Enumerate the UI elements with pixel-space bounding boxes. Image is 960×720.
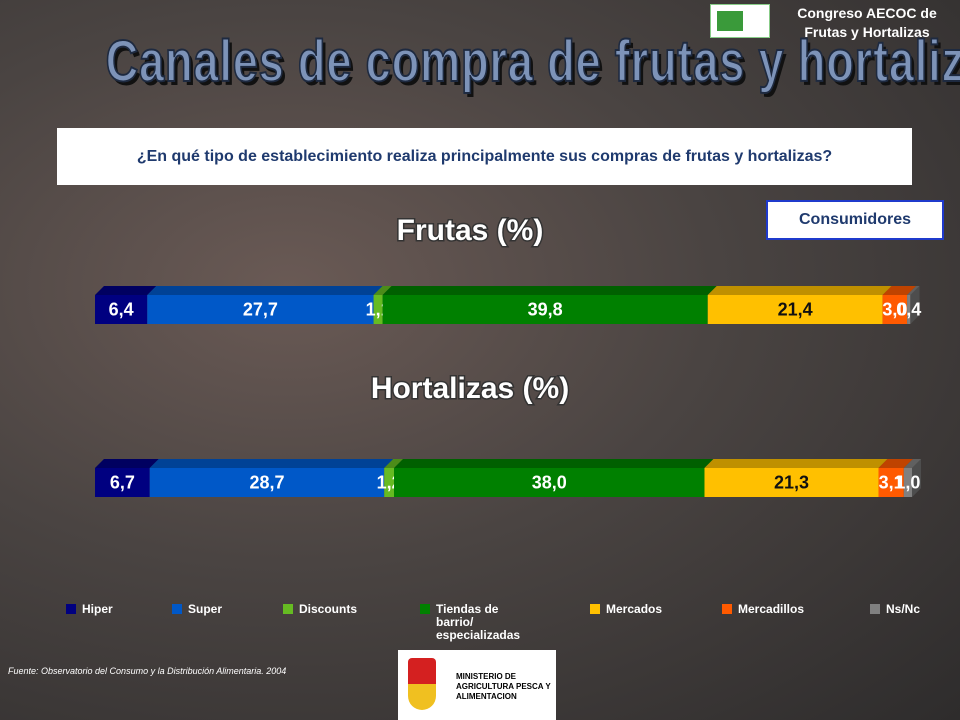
value-label: 3,0 xyxy=(882,299,907,319)
bar-top xyxy=(878,459,913,468)
bar xyxy=(95,468,150,497)
bar-top-shade xyxy=(373,286,392,295)
ministry-name: MINISTERIO DE AGRICULTURA PESCA Y ALIMEN… xyxy=(456,672,551,701)
bar-top xyxy=(882,286,917,295)
bar xyxy=(95,295,148,324)
bar xyxy=(704,468,879,497)
value-label: 39,8 xyxy=(528,299,563,319)
legend-swatch xyxy=(283,604,293,614)
bar-top-shade xyxy=(907,286,920,295)
bar-top xyxy=(149,459,394,468)
bar-top-shade xyxy=(878,459,913,468)
legend-item: Tiendas de barrio/ especializadas xyxy=(420,603,550,642)
value-label: 6,7 xyxy=(110,472,135,492)
value-label: 38,0 xyxy=(532,472,567,492)
bar xyxy=(903,468,912,497)
legend-item: Super xyxy=(172,603,262,616)
category-label: Frutas (%) xyxy=(397,214,544,247)
bar xyxy=(373,295,383,324)
legend-swatch xyxy=(66,604,76,614)
bar-top xyxy=(147,286,383,295)
badge: Consumidores xyxy=(766,200,944,240)
value-label: 21,3 xyxy=(774,472,809,492)
value-label: 28,7 xyxy=(249,472,284,492)
legend-label: Tiendas de barrio/ especializadas xyxy=(436,602,521,642)
legend-label: Ns/Nc xyxy=(886,602,921,616)
bar-side-shade xyxy=(910,286,920,324)
legend-item: Hiper xyxy=(66,603,156,616)
bar-top xyxy=(394,459,714,468)
bar-top-shade xyxy=(384,459,404,468)
header: Congreso AECOC de Frutas y Hortalizas xyxy=(797,5,937,40)
bar xyxy=(149,468,385,497)
bar xyxy=(878,468,904,497)
legend-label: Mercadillos xyxy=(738,602,805,616)
bar-top xyxy=(95,459,159,468)
bar-top-shade xyxy=(394,459,714,468)
legend-item: Mercadillos xyxy=(722,603,812,616)
bar-top xyxy=(384,459,404,468)
slide-title: Canales de compra de frutas y hortalizas… xyxy=(105,28,960,95)
bar xyxy=(382,295,708,324)
bar-top xyxy=(373,286,392,295)
legend-swatch xyxy=(590,604,600,614)
value-label: 27,7 xyxy=(243,299,278,319)
bar-top-shade xyxy=(704,459,888,468)
bar-side xyxy=(910,286,920,324)
bar xyxy=(384,468,395,497)
value-label: 3,1 xyxy=(879,472,904,492)
bar-top-shade xyxy=(95,286,157,295)
bar-side xyxy=(912,459,921,497)
value-label: 0,4 xyxy=(896,299,921,319)
legend-item: Ns/Nc xyxy=(870,603,960,616)
legend-label: Super xyxy=(188,602,223,616)
legend-label: Mercados xyxy=(606,602,663,616)
source: Fuente: Observatorio del Consumo y la Di… xyxy=(8,666,287,676)
bar-top xyxy=(95,286,157,295)
bar-top-shade xyxy=(903,459,921,468)
bar-top-shade xyxy=(147,286,383,295)
legend-swatch xyxy=(722,604,732,614)
bar-top xyxy=(382,286,717,295)
bar xyxy=(707,295,883,324)
bar-top-shade xyxy=(382,286,717,295)
bar xyxy=(147,295,374,324)
bar xyxy=(394,468,705,497)
bar xyxy=(882,295,908,324)
value-label: 1,0 xyxy=(895,472,920,492)
legend-swatch xyxy=(172,604,182,614)
bar-top-shade xyxy=(149,459,394,468)
legend-item: Discounts xyxy=(283,603,373,616)
bar-top xyxy=(903,459,921,468)
question: ¿En qué tipo de establecimiento realiza … xyxy=(57,128,912,185)
bar-top-shade xyxy=(95,459,159,468)
bar-top xyxy=(907,286,920,295)
bar-top xyxy=(704,459,888,468)
legend-swatch xyxy=(420,604,430,614)
value-label: 21,4 xyxy=(778,299,813,319)
legend-item: Mercados xyxy=(590,603,680,616)
legend-label: Discounts xyxy=(299,602,358,616)
bar xyxy=(907,295,911,324)
bar-top-shade xyxy=(882,286,917,295)
category-label: Hortalizas (%) xyxy=(371,372,569,405)
legend-label: Hiper xyxy=(82,602,113,616)
logo xyxy=(710,4,770,38)
bar-side-shade xyxy=(912,459,921,497)
bar-top xyxy=(707,286,892,295)
value-label: 6,4 xyxy=(109,299,134,319)
legend-swatch xyxy=(870,604,880,614)
ministry-logo: MINISTERIO DE AGRICULTURA PESCA Y ALIMEN… xyxy=(398,650,556,720)
bar-top-shade xyxy=(707,286,892,295)
